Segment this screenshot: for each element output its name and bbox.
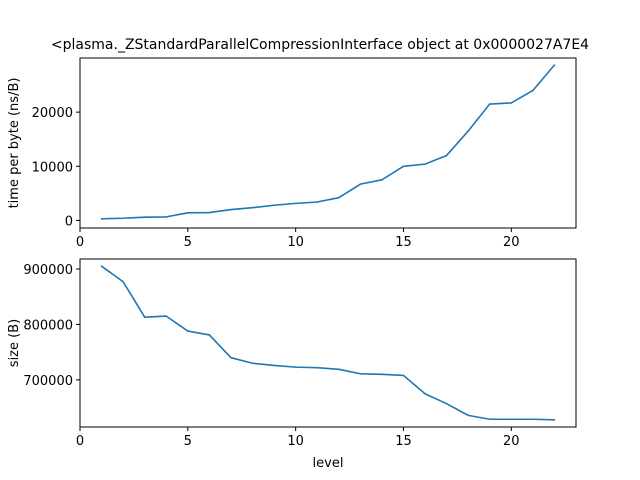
size-x-tick-label: 5 <box>184 434 192 449</box>
size-y-tick-label: 800000 <box>23 318 73 333</box>
size-axes-frame <box>79 258 577 428</box>
time-data-point <box>424 163 426 165</box>
size-data-point <box>100 265 103 268</box>
time-x-tick-label: 15 <box>395 235 412 250</box>
size-data-point <box>208 334 211 336</box>
size-data-point <box>532 418 534 421</box>
size-data-point <box>337 368 340 371</box>
time-data-point <box>143 216 146 218</box>
time-axes-frame <box>79 57 577 229</box>
time-data-point <box>187 212 189 214</box>
time-x-tick-label: 20 <box>503 235 520 250</box>
size-data-point <box>251 362 254 365</box>
size-data-point <box>316 366 319 369</box>
size-x-tick-label: 10 <box>287 434 304 449</box>
size-subplot: 0 5 10 15 20 700000 800000 900000 size (B) level <box>7 258 577 471</box>
size-data-point <box>187 330 189 332</box>
size-data-point <box>122 280 124 283</box>
size-data-point <box>294 366 297 368</box>
size-x-tick-label: 15 <box>395 434 412 449</box>
size-x-axis-label: level <box>313 456 344 471</box>
size-data-point <box>165 315 168 317</box>
time-y-tick-label: 0 <box>65 214 73 229</box>
size-data-point <box>402 374 405 377</box>
size-data-point <box>143 316 146 319</box>
size-data-point <box>553 418 556 421</box>
time-data-point <box>510 102 513 104</box>
time-y-tick-label: 20000 <box>32 106 73 121</box>
time-data-point <box>532 89 534 92</box>
time-data-point <box>316 201 319 203</box>
time-data-point <box>230 208 232 211</box>
time-data-point <box>553 64 556 66</box>
time-data-point <box>402 165 405 168</box>
size-y-axis-label: size (B) <box>7 319 22 367</box>
size-data-point <box>467 414 469 417</box>
time-y-tick-label: 10000 <box>32 160 73 175</box>
time-data-point <box>165 216 168 218</box>
size-data-point <box>230 356 232 359</box>
size-data-point <box>273 364 275 367</box>
time-data-point <box>100 217 103 220</box>
time-series-line <box>101 64 556 220</box>
size-data-point <box>488 418 491 421</box>
size-data-point <box>424 392 426 395</box>
time-data-point <box>445 154 448 157</box>
time-data-point <box>294 202 297 205</box>
size-y-tick-label: 900000 <box>23 263 73 278</box>
time-x-tick-label: 10 <box>287 235 304 250</box>
size-data-point <box>445 402 448 405</box>
size-x-tick-label: 20 <box>503 434 520 449</box>
time-per-byte-subplot: 0 5 10 15 20 0 10000 20000 time per byte (ns/B) <box>7 57 577 250</box>
time-x-tick-label: 5 <box>184 235 192 250</box>
size-data-point <box>510 418 513 421</box>
time-data-point <box>251 206 254 209</box>
time-data-point <box>122 217 124 220</box>
size-data-point <box>359 372 362 375</box>
time-data-point <box>337 196 340 199</box>
time-data-point <box>359 183 362 185</box>
time-x-tick-label: 0 <box>76 235 84 250</box>
time-data-point <box>488 103 491 105</box>
size-x-tick-label: 0 <box>76 434 84 449</box>
size-data-point <box>381 373 383 376</box>
time-data-point <box>381 179 383 181</box>
time-data-point <box>467 130 469 132</box>
time-data-point <box>208 211 211 214</box>
chart-title: <plasma._ZStandardParallelCompressionInt… <box>51 37 589 53</box>
time-data-point <box>273 204 275 207</box>
size-series-line <box>101 265 555 421</box>
time-y-axis-label: time per byte (ns/B) <box>7 78 22 209</box>
size-y-tick-label: 700000 <box>23 374 73 389</box>
